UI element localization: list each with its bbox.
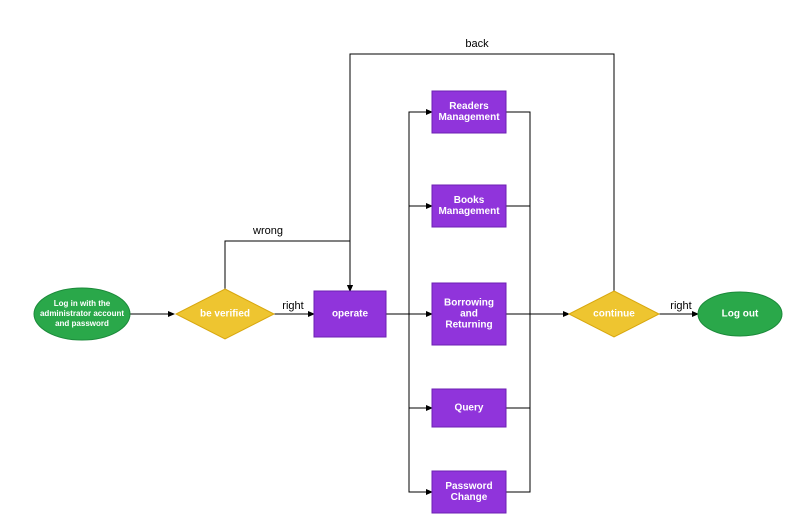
node-logout-label-0: Log out: [722, 309, 759, 320]
node-login-label-1: administrator account: [40, 309, 124, 318]
node-borrow: BorrowingandReturning: [432, 283, 506, 345]
node-operate-label-0: operate: [332, 309, 369, 320]
node-borrow-label-2: Returning: [445, 320, 492, 331]
node-readers-label-1: Management: [438, 112, 500, 123]
node-query: Query: [432, 389, 506, 427]
edge-15: [350, 54, 614, 291]
edge-label-14: right: [670, 300, 691, 312]
node-password-label-0: Password: [445, 481, 492, 492]
edges-layer: right wrong right back: [130, 38, 698, 492]
edge-4: [409, 112, 432, 314]
node-verify: be verified: [176, 289, 274, 339]
edge-6: [409, 314, 432, 408]
node-books: BooksManagement: [432, 185, 506, 227]
node-books-label-1: Management: [438, 206, 500, 217]
node-query-label-0: Query: [455, 403, 484, 414]
edge-5: [409, 206, 432, 314]
flowchart-canvas: right wrong right back Log in with theadmini…: [0, 0, 790, 528]
edge-label-2: wrong: [252, 225, 283, 237]
node-login: Log in with theadministrator accountand …: [34, 288, 130, 340]
node-operate: operate: [314, 291, 386, 337]
edge-2: [225, 241, 350, 291]
edge-8: [506, 112, 530, 314]
edge-12: [506, 314, 530, 492]
edge-label-15: back: [465, 38, 489, 50]
node-verify-label-0: be verified: [200, 309, 250, 320]
node-logout: Log out: [698, 292, 782, 336]
node-readers-label-0: Readers: [449, 101, 489, 112]
node-login-label-0: Log in with the: [54, 299, 111, 308]
node-password-label-1: Change: [451, 492, 488, 503]
node-books-label-0: Books: [454, 195, 485, 206]
node-continue: continue: [569, 291, 659, 337]
edge-7: [409, 314, 432, 492]
node-login-label-2: and password: [55, 319, 109, 328]
node-continue-label-0: continue: [593, 309, 635, 320]
node-borrow-label-1: and: [460, 309, 478, 320]
node-borrow-label-0: Borrowing: [444, 298, 494, 309]
node-readers: ReadersManagement: [432, 91, 506, 133]
edge-11: [506, 314, 530, 408]
node-password: PasswordChange: [432, 471, 506, 513]
edge-label-1: right: [282, 300, 303, 312]
